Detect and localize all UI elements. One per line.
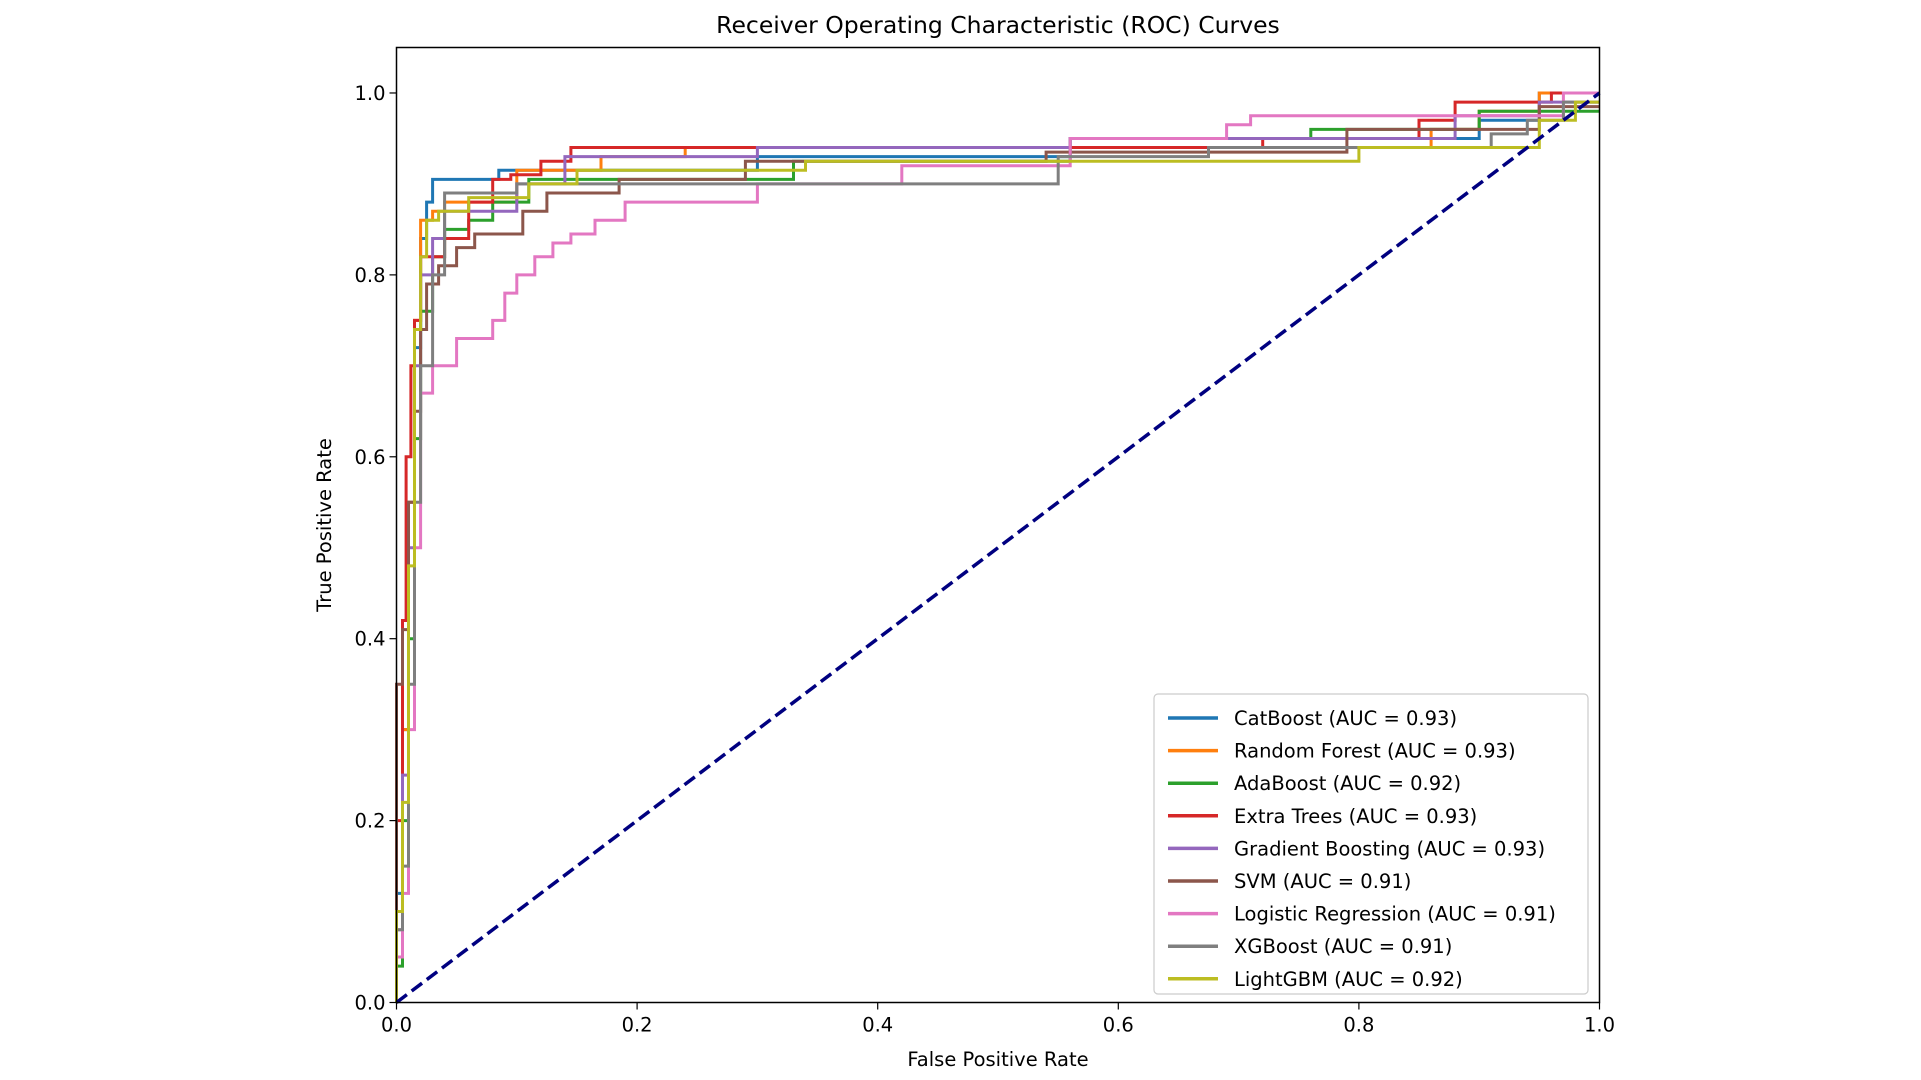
- legend: CatBoost (AUC = 0.93) Random Forest (AUC …: [1153, 693, 1589, 995]
- y-tick-label: 0.0: [354, 992, 385, 1015]
- y-tick-label: 0.2: [354, 810, 385, 833]
- roc-curve-5: [395, 105, 1600, 1003]
- legend-frame: [1153, 693, 1589, 995]
- legend-label: LightGBM (AUC = 0.92): [1234, 968, 1463, 991]
- x-tick-label: 0.6: [1103, 1014, 1134, 1037]
- y-tick-label: 1.0: [354, 82, 385, 105]
- plot-area: [395, 91, 1601, 1004]
- legend-label: Logistic Regression (AUC = 0.91): [1234, 903, 1556, 926]
- x-tick-label: 0.0: [381, 1014, 412, 1037]
- legend-label: XGBoost (AUC = 0.91): [1234, 935, 1452, 958]
- y-tick-label: 0.6: [354, 446, 385, 469]
- x-tick-label: 0.2: [622, 1014, 653, 1037]
- legend-label: AdaBoost (AUC = 0.92): [1234, 772, 1461, 795]
- roc-curve-3: [395, 91, 1600, 1003]
- y-tick-label: 0.4: [354, 628, 385, 651]
- legend-label: Gradient Boosting (AUC = 0.93): [1234, 837, 1545, 860]
- plot-frame: [395, 46, 1601, 1004]
- x-axis-title: False Positive Rate: [907, 1048, 1088, 1071]
- roc-curve-8: [395, 100, 1600, 1003]
- y-tick-label: 0.8: [354, 264, 385, 287]
- legend-label: Extra Trees (AUC = 0.93): [1234, 805, 1477, 828]
- chance-diagonal-line: [395, 91, 1601, 1004]
- legend-label: SVM (AUC = 0.91): [1234, 870, 1411, 893]
- x-axis: 0.0 0.2 0.4 0.6 0.8 1.0: [381, 1002, 1615, 1037]
- x-tick-label: 1.0: [1584, 1014, 1615, 1037]
- y-axis: 0.0 0.2 0.4 0.6 0.8 1.0: [354, 82, 397, 1015]
- x-tick-label: 0.4: [862, 1014, 893, 1037]
- chart-title: Receiver Operating Characteristic (ROC) …: [716, 11, 1280, 39]
- legend-label: CatBoost (AUC = 0.93): [1234, 707, 1457, 730]
- legend-label: Random Forest (AUC = 0.93): [1234, 740, 1516, 763]
- y-axis-title: True Positive Rate: [313, 438, 336, 613]
- roc-curve-7: [395, 100, 1600, 1003]
- x-tick-label: 0.8: [1343, 1014, 1374, 1037]
